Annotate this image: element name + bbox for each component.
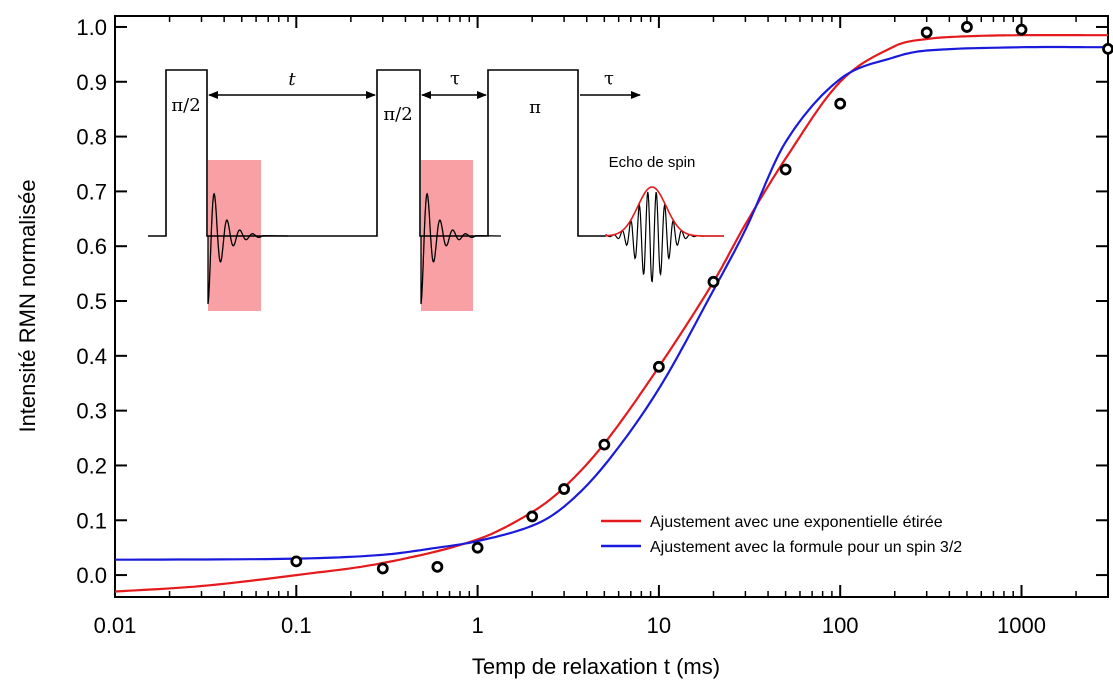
y-tick-label: 0.1 <box>76 508 107 533</box>
axis-ticks <box>114 16 1109 597</box>
data-point <box>652 360 665 373</box>
data-point <box>471 541 484 554</box>
x-axis-title: Temp de relaxation t (ms) <box>472 654 720 679</box>
data-point <box>290 555 303 568</box>
pulse-sequence-inset: π/2 π/2 π t τ τ Echo de spin <box>148 68 724 311</box>
delay-label-tau-2: τ <box>604 68 614 89</box>
legend: Ajustement avec une exponentielle étirée… <box>601 514 962 556</box>
legend-label-spin32: Ajustement avec la formule pour un spin … <box>650 539 962 556</box>
y-tick-label: 1.0 <box>76 15 107 40</box>
spin-echo-envelope <box>605 186 724 237</box>
fid-signal-1 <box>207 192 289 305</box>
pulse-label-1: π/2 <box>171 95 200 116</box>
x-tick-label: 1000 <box>997 613 1046 638</box>
legend-label-stretched-exp: Ajustement avec une exponentielle étirée <box>650 514 943 531</box>
data-point <box>834 97 847 110</box>
data-point <box>961 21 973 33</box>
fit-curves <box>114 34 1108 593</box>
delay-label-t: t <box>288 69 296 90</box>
fit-curve-0 <box>114 34 1108 593</box>
delay-label-tau-1: τ <box>450 68 460 89</box>
data-point <box>558 483 571 495</box>
y-tick-label: 0.2 <box>76 453 107 478</box>
x-tick-label: 1 <box>471 613 483 638</box>
data-point <box>376 562 389 575</box>
y-tick-label: 0.3 <box>76 399 107 424</box>
data-point <box>526 510 539 523</box>
y-axis-title: Intensité RMN normalisée <box>15 179 40 432</box>
pulse-label-2: π/2 <box>383 104 412 125</box>
data-point <box>779 163 792 176</box>
x-tick-label: 10 <box>647 613 671 638</box>
data-point <box>431 560 444 573</box>
y-tick-label: 0.8 <box>76 125 107 150</box>
fit-curve-1 <box>115 45 1108 561</box>
pulse-sequence-baseline <box>148 69 606 237</box>
x-tick-label: 0.1 <box>281 613 312 638</box>
data-point <box>1102 42 1113 55</box>
y-tick-label: 0.9 <box>76 70 107 95</box>
data-point <box>1015 23 1028 36</box>
data-point <box>920 26 933 39</box>
tick-labels: 0.01 0.1 1 10 100 1000 0.0 0.1 0.2 0.3 0.4 0.5 0.6 0.… <box>76 15 1046 638</box>
y-tick-label: 0.5 <box>76 289 107 314</box>
y-tick-label: 0.6 <box>76 234 107 259</box>
y-tick-label: 0.4 <box>76 344 107 369</box>
data-points <box>290 21 1113 575</box>
x-tick-label: 100 <box>822 613 859 638</box>
x-tick-label: 0.01 <box>94 613 137 638</box>
y-tick-label: 0.0 <box>76 563 107 588</box>
fid-signal-2 <box>420 192 502 305</box>
data-point <box>707 275 720 288</box>
y-tick-label: 0.7 <box>76 179 107 204</box>
data-point <box>598 438 611 451</box>
echo-label: Echo de spin <box>609 154 696 171</box>
pulse-label-3: π <box>529 97 541 118</box>
plot-frame <box>114 15 1109 598</box>
